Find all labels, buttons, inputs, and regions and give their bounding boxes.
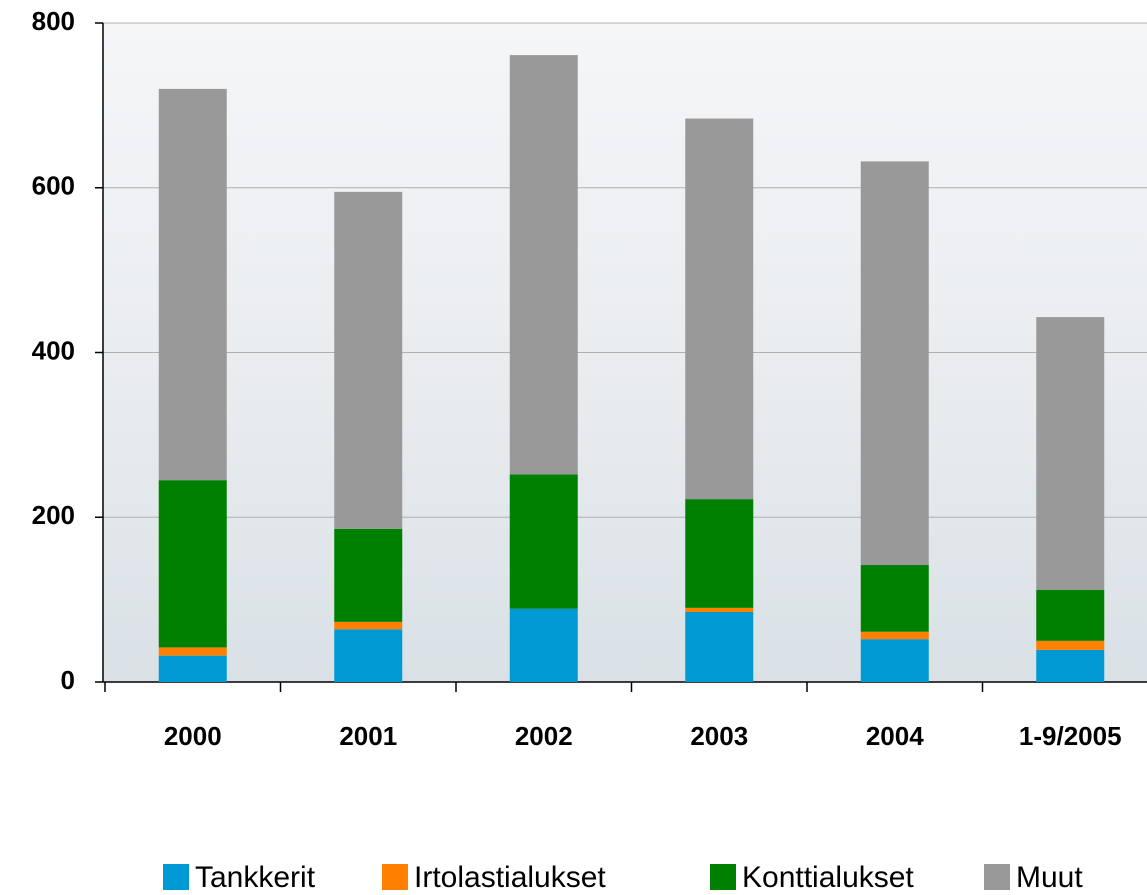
bar-segment [1036,317,1105,590]
x-tick-label: 2004 [866,721,924,751]
bar-segment [1036,649,1105,682]
bar-segment [860,631,929,640]
bar-segment [860,639,929,682]
legend-label: Irtolastialukset [414,861,606,894]
legend-label: Tankkerit [195,861,316,894]
x-tick-label: 1-9/2005 [1019,721,1122,751]
bar-segment [334,528,403,622]
x-tick-label: 2000 [164,721,222,751]
bar-segment [509,474,578,609]
y-tick-label: 0 [61,665,75,695]
bar-segment [685,607,754,612]
bar-segment [509,55,578,475]
y-tick-label: 200 [32,500,75,530]
y-tick-label: 800 [32,6,75,36]
bar-segment [158,88,227,481]
bar-segment [334,629,403,682]
y-tick-label: 600 [32,171,75,201]
x-tick-label: 2003 [690,721,748,751]
legend-swatch [984,864,1010,890]
bar-segment [860,565,929,632]
bar-segment [334,621,403,630]
bar-segment [860,161,929,566]
x-tick-label: 2001 [339,721,397,751]
bar-segment [334,191,403,529]
bar-segment [158,480,227,648]
x-tick-label: 2002 [515,721,573,751]
bar-segment [1036,589,1105,641]
bar-segment [685,118,754,500]
legend-swatch [710,864,736,890]
bar-segment [1036,640,1105,650]
bar-segment [158,655,227,682]
bar-segment [685,499,754,608]
bar-segment [685,611,754,682]
legend-swatch [163,864,189,890]
bar-segment [158,647,227,656]
y-tick-label: 400 [32,335,75,365]
legend-label: Muut [1016,861,1083,894]
legend-label: Konttialukset [742,861,914,894]
legend-swatch [382,864,408,890]
bar-segment [509,608,578,682]
